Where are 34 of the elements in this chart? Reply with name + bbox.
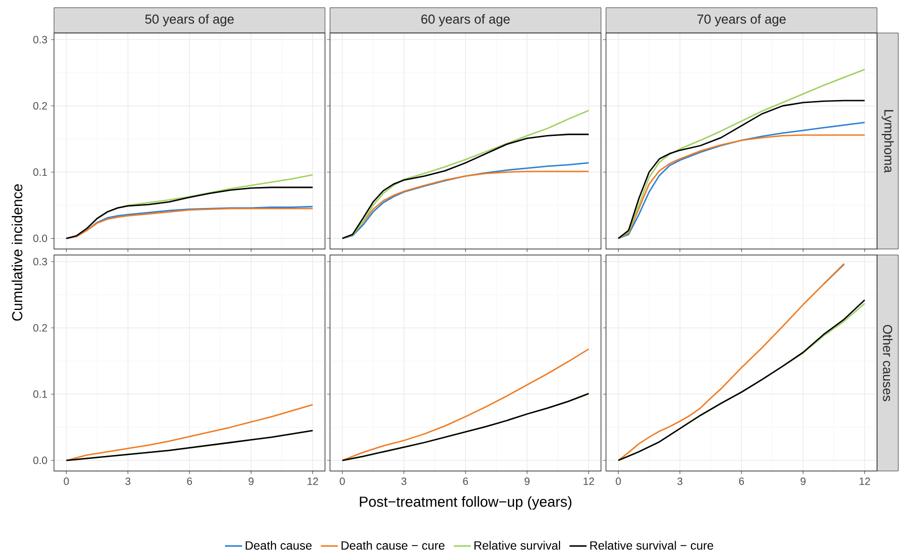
y-tick-label: 0.3 [33,258,48,266]
y2-axis-title: Other causes [882,324,893,402]
legend-label: Relative survival [474,540,560,550]
x-tick-label: 12 [308,478,318,485]
y2-axis-title: Lymphoma [882,110,894,173]
y-tick-label: 0.1 [33,168,47,176]
x-tick-label: 0 [340,478,345,485]
y-tick-label: 0.1 [33,390,47,398]
x-tick-label: 12 [584,478,594,485]
y-tick-label: 0.3 [33,36,48,44]
chart-title: 50 years of age [145,14,234,26]
x-tick-label: 6 [739,478,744,485]
x-tick-label: 3 [677,478,682,485]
legend-label: Death cause − cure [342,540,444,550]
legend-label: Relative survival − cure [590,540,714,550]
legend-label: Death cause [246,540,312,550]
x-tick-label: 0 [616,478,621,485]
x-tick-label: 9 [524,478,530,485]
x-tick-label: 6 [463,478,468,485]
y-axis-title: Cumulative incidence [12,184,22,321]
chart-title: 60 years of age [421,14,510,26]
x-tick-label: 3 [401,478,406,485]
y-tick-label: 0.2 [33,324,47,332]
x-tick-label: 12 [860,478,870,485]
x-tick-label: 9 [800,478,806,485]
x-tick-label: 6 [187,478,192,485]
x-tick-label: 0 [64,478,69,485]
y-tick-label: 0.2 [33,102,47,110]
chart-title: 70 years of age [697,14,786,26]
y-tick-label: 0.0 [33,456,48,464]
x-tick-label: 3 [125,478,130,485]
x-axis-title: Post−treatment follow−up (years) [360,496,572,510]
x-tick-label: 9 [248,478,254,485]
y-tick-label: 0.0 [33,234,48,242]
